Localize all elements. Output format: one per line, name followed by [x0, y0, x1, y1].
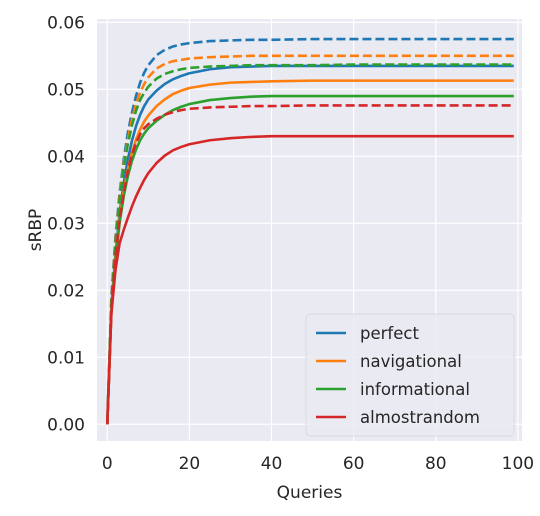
x-axis-label: Queries	[277, 483, 343, 503]
legend-label-informational: informational	[360, 380, 470, 399]
series-informational-dashed	[105, 63, 514, 425]
x-tick-label-3: 60	[343, 454, 365, 474]
y-axis-ticks: 0.00 0.01 0.02 0.03 0.04 0.05 0.06	[47, 13, 85, 435]
y-tick-label-0: 0.00	[47, 415, 85, 435]
y-tick-label-4: 0.04	[47, 147, 85, 167]
y-tick-label-5: 0.05	[47, 80, 85, 100]
series-lines	[105, 37, 514, 425]
grid	[97, 19, 522, 441]
x-tick-label-2: 40	[261, 454, 283, 474]
legend-label-navigational: navigational	[360, 352, 462, 371]
y-tick-label-3: 0.03	[47, 214, 85, 234]
legend: perfect navigational informational almostra…	[305, 313, 515, 437]
legend-label-almostrandom: almostrandom	[360, 408, 480, 427]
x-tick-label-1: 20	[179, 454, 201, 474]
x-tick-label-5: 100	[502, 454, 534, 474]
y-axis-label: sRBP	[26, 209, 46, 252]
series-almostrandom-dashed	[105, 104, 514, 425]
x-axis-ticks: 0 20 40 60 80 100	[102, 454, 534, 474]
x-tick-label-4: 80	[425, 454, 447, 474]
y-tick-label-1: 0.01	[47, 348, 85, 368]
series-perfect-dashed	[105, 37, 514, 425]
legend-label-perfect: perfect	[360, 324, 419, 343]
legend-box	[305, 313, 515, 437]
x-tick-label-0: 0	[102, 454, 113, 474]
y-tick-label-6: 0.06	[47, 13, 85, 33]
series-almostrandom-solid	[105, 134, 514, 425]
y-tick-label-2: 0.02	[47, 281, 85, 301]
